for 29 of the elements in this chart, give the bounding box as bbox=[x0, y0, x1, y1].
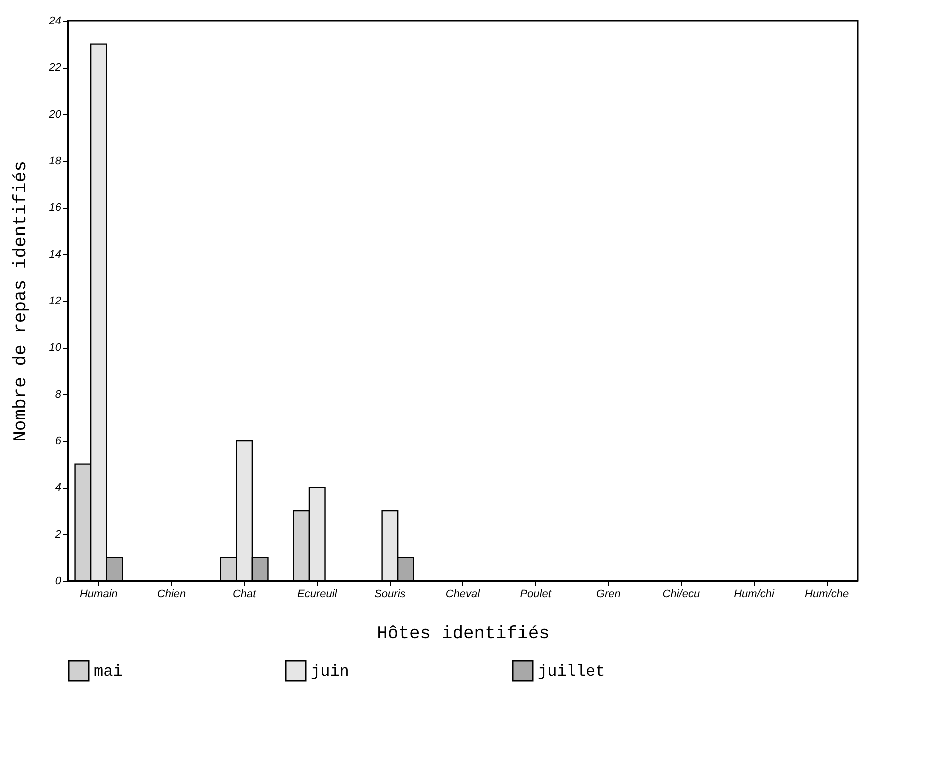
x-tick-label: Hum/chi bbox=[734, 588, 775, 600]
y-tick-label: 8 bbox=[55, 388, 62, 401]
legend-label: mai bbox=[94, 663, 123, 681]
y-tick-label: 2 bbox=[54, 528, 62, 541]
legend-label: juin bbox=[311, 663, 350, 681]
y-tick-label: 14 bbox=[49, 248, 62, 261]
y-tick-label: 0 bbox=[55, 576, 62, 588]
y-tick-label: 6 bbox=[55, 436, 62, 448]
y-tick-label: 20 bbox=[48, 108, 62, 121]
y-tick-label: 22 bbox=[48, 62, 62, 74]
x-tick-label: Chien bbox=[157, 588, 186, 600]
x-tick-label: Humain bbox=[80, 588, 118, 600]
y-tick-label: 10 bbox=[49, 342, 62, 354]
legend-label: juillet bbox=[538, 663, 606, 681]
x-tick-label: Cheval bbox=[446, 588, 481, 600]
x-tick-label: Chat bbox=[232, 588, 258, 600]
x-tick-label: Gren bbox=[596, 588, 621, 600]
x-tick-label: Hum/che bbox=[805, 588, 850, 600]
x-tick-label: Chi/ecu bbox=[662, 588, 700, 600]
y-axis-title: Nombre de repas identifiés bbox=[11, 161, 32, 442]
x-tick-label: Ecureuil bbox=[298, 588, 338, 600]
y-tick-label: 12 bbox=[49, 296, 62, 308]
y-tick-label: 24 bbox=[48, 16, 62, 28]
x-tick-label: Souris bbox=[374, 588, 406, 600]
y-tick-label: 4 bbox=[55, 482, 62, 494]
x-axis-title: Hôtes identifiés bbox=[377, 624, 550, 644]
y-tick-label: 16 bbox=[49, 202, 62, 214]
x-tick-label: Poulet bbox=[520, 588, 552, 600]
y-tick-label: 18 bbox=[49, 156, 62, 168]
